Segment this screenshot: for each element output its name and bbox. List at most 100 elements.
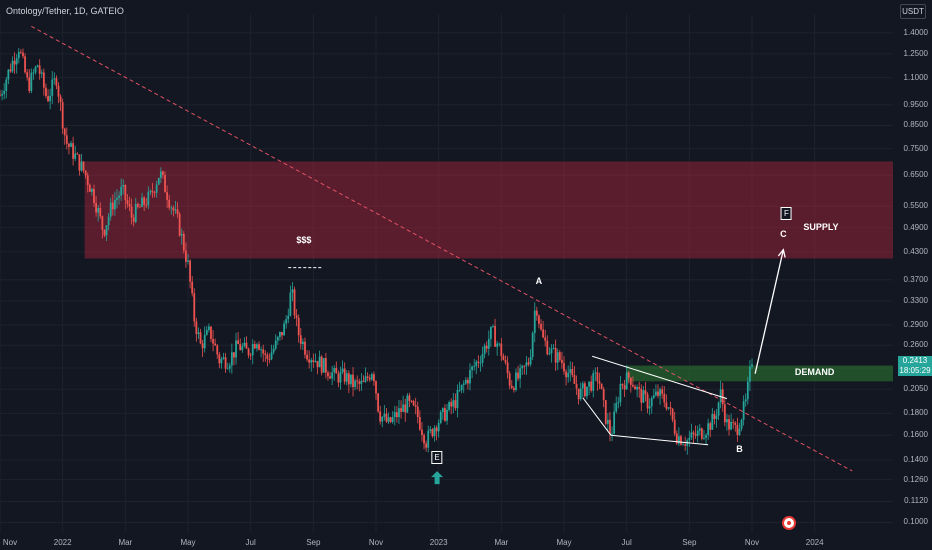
- candle-body: [464, 379, 467, 384]
- date-tick-label: Sep: [306, 538, 321, 547]
- candle-body: [235, 340, 237, 358]
- candle-body: [111, 202, 114, 210]
- candle-body: [558, 352, 561, 360]
- candle-body: [746, 381, 749, 400]
- candle-body: [126, 199, 129, 204]
- candle-body: [659, 389, 661, 396]
- candle-body: [329, 376, 331, 379]
- price-tick-label: 0.2050: [903, 384, 928, 394]
- candle-body: [95, 203, 97, 213]
- date-tick-label: Mar: [494, 538, 509, 547]
- candle-body: [529, 356, 532, 365]
- candle-body: [519, 368, 522, 379]
- candle-body: [594, 372, 597, 374]
- candle-body: [283, 323, 285, 336]
- candle-body: [105, 225, 108, 236]
- candle-body: [72, 143, 75, 159]
- candle-body: [698, 428, 701, 431]
- candle-body: [297, 317, 300, 336]
- candle-body: [655, 391, 657, 396]
- candle-body: [749, 366, 751, 382]
- date-tick-label: 2023: [429, 538, 448, 547]
- candle-body: [354, 380, 357, 388]
- candle-body: [736, 424, 739, 435]
- candle-body: [218, 354, 221, 364]
- candle-body: [454, 400, 457, 409]
- candle-body: [663, 393, 666, 403]
- candle-body: [452, 400, 455, 407]
- annotation-supply: SUPPLY: [803, 221, 839, 232]
- candle-body: [611, 433, 613, 435]
- candle-body: [492, 326, 494, 327]
- last-price-value: 0.2413: [902, 356, 928, 365]
- price-tick-label: 0.2600: [903, 340, 928, 350]
- candle-body: [469, 370, 471, 384]
- candle-body: [239, 344, 242, 351]
- candle-body: [485, 345, 488, 349]
- candle-body: [103, 229, 106, 236]
- candle-body: [182, 233, 185, 251]
- candle-body: [264, 353, 267, 355]
- candle-body: [176, 209, 179, 214]
- candle-body: [740, 419, 743, 429]
- candle-body: [9, 69, 12, 72]
- candle-body: [581, 383, 584, 389]
- candle-body: [256, 344, 258, 349]
- candle-body: [389, 417, 392, 422]
- candle-body: [619, 384, 622, 403]
- candle-body: [139, 206, 141, 208]
- candle-body: [592, 373, 595, 391]
- annotation-a: A: [535, 276, 543, 287]
- candle-body: [602, 389, 605, 401]
- candle-body: [166, 192, 169, 200]
- candle-body: [437, 422, 440, 432]
- date-tick-label: May: [556, 538, 572, 547]
- symbol-title[interactable]: Ontology/Tether, 1D, GATEIO: [6, 6, 124, 16]
- candle-body: [373, 374, 375, 382]
- candle-body: [648, 406, 651, 409]
- candle-body: [356, 380, 359, 382]
- candle-body: [444, 408, 446, 421]
- candle-body: [7, 69, 10, 80]
- candle-body: [671, 408, 674, 420]
- candle-body: [644, 390, 647, 395]
- candle-body: [130, 206, 133, 218]
- candle-body: [174, 209, 177, 211]
- candle-body: [563, 363, 565, 372]
- candle-body: [30, 72, 33, 92]
- price-tick-label: 0.7500: [903, 143, 928, 153]
- tradingview-logo-icon[interactable]: [782, 516, 796, 530]
- candle-body: [732, 421, 735, 423]
- date-tick-label: Nov: [744, 538, 760, 547]
- candle-body: [187, 260, 189, 262]
- candle-body: [652, 395, 655, 399]
- candle-body: [324, 358, 327, 373]
- candle-body: [546, 340, 549, 355]
- candle-body: [450, 402, 453, 407]
- candle-body: [287, 315, 290, 320]
- candle-body: [441, 408, 444, 413]
- candle-body: [68, 143, 70, 147]
- candle-body: [421, 429, 423, 436]
- candle-body: [638, 387, 641, 389]
- candle-body: [266, 354, 269, 360]
- candle-body: [185, 250, 187, 262]
- candle-body: [11, 60, 14, 72]
- date-tick-label: Nov: [368, 538, 384, 547]
- candle-body: [28, 77, 31, 92]
- candle-body: [53, 78, 56, 80]
- candle-body: [609, 419, 611, 435]
- candle-body: [381, 416, 384, 422]
- candle-body: [550, 348, 553, 354]
- candle-body: [86, 175, 89, 185]
- candle-body: [59, 96, 62, 103]
- candle-body: [667, 407, 670, 409]
- candle-body: [391, 417, 394, 422]
- candle-body: [201, 343, 204, 349]
- candle-body: [320, 356, 323, 373]
- candle-body: [243, 342, 246, 347]
- currency-badge[interactable]: USDT: [900, 4, 926, 19]
- price-tick-label: 0.1000: [903, 517, 928, 527]
